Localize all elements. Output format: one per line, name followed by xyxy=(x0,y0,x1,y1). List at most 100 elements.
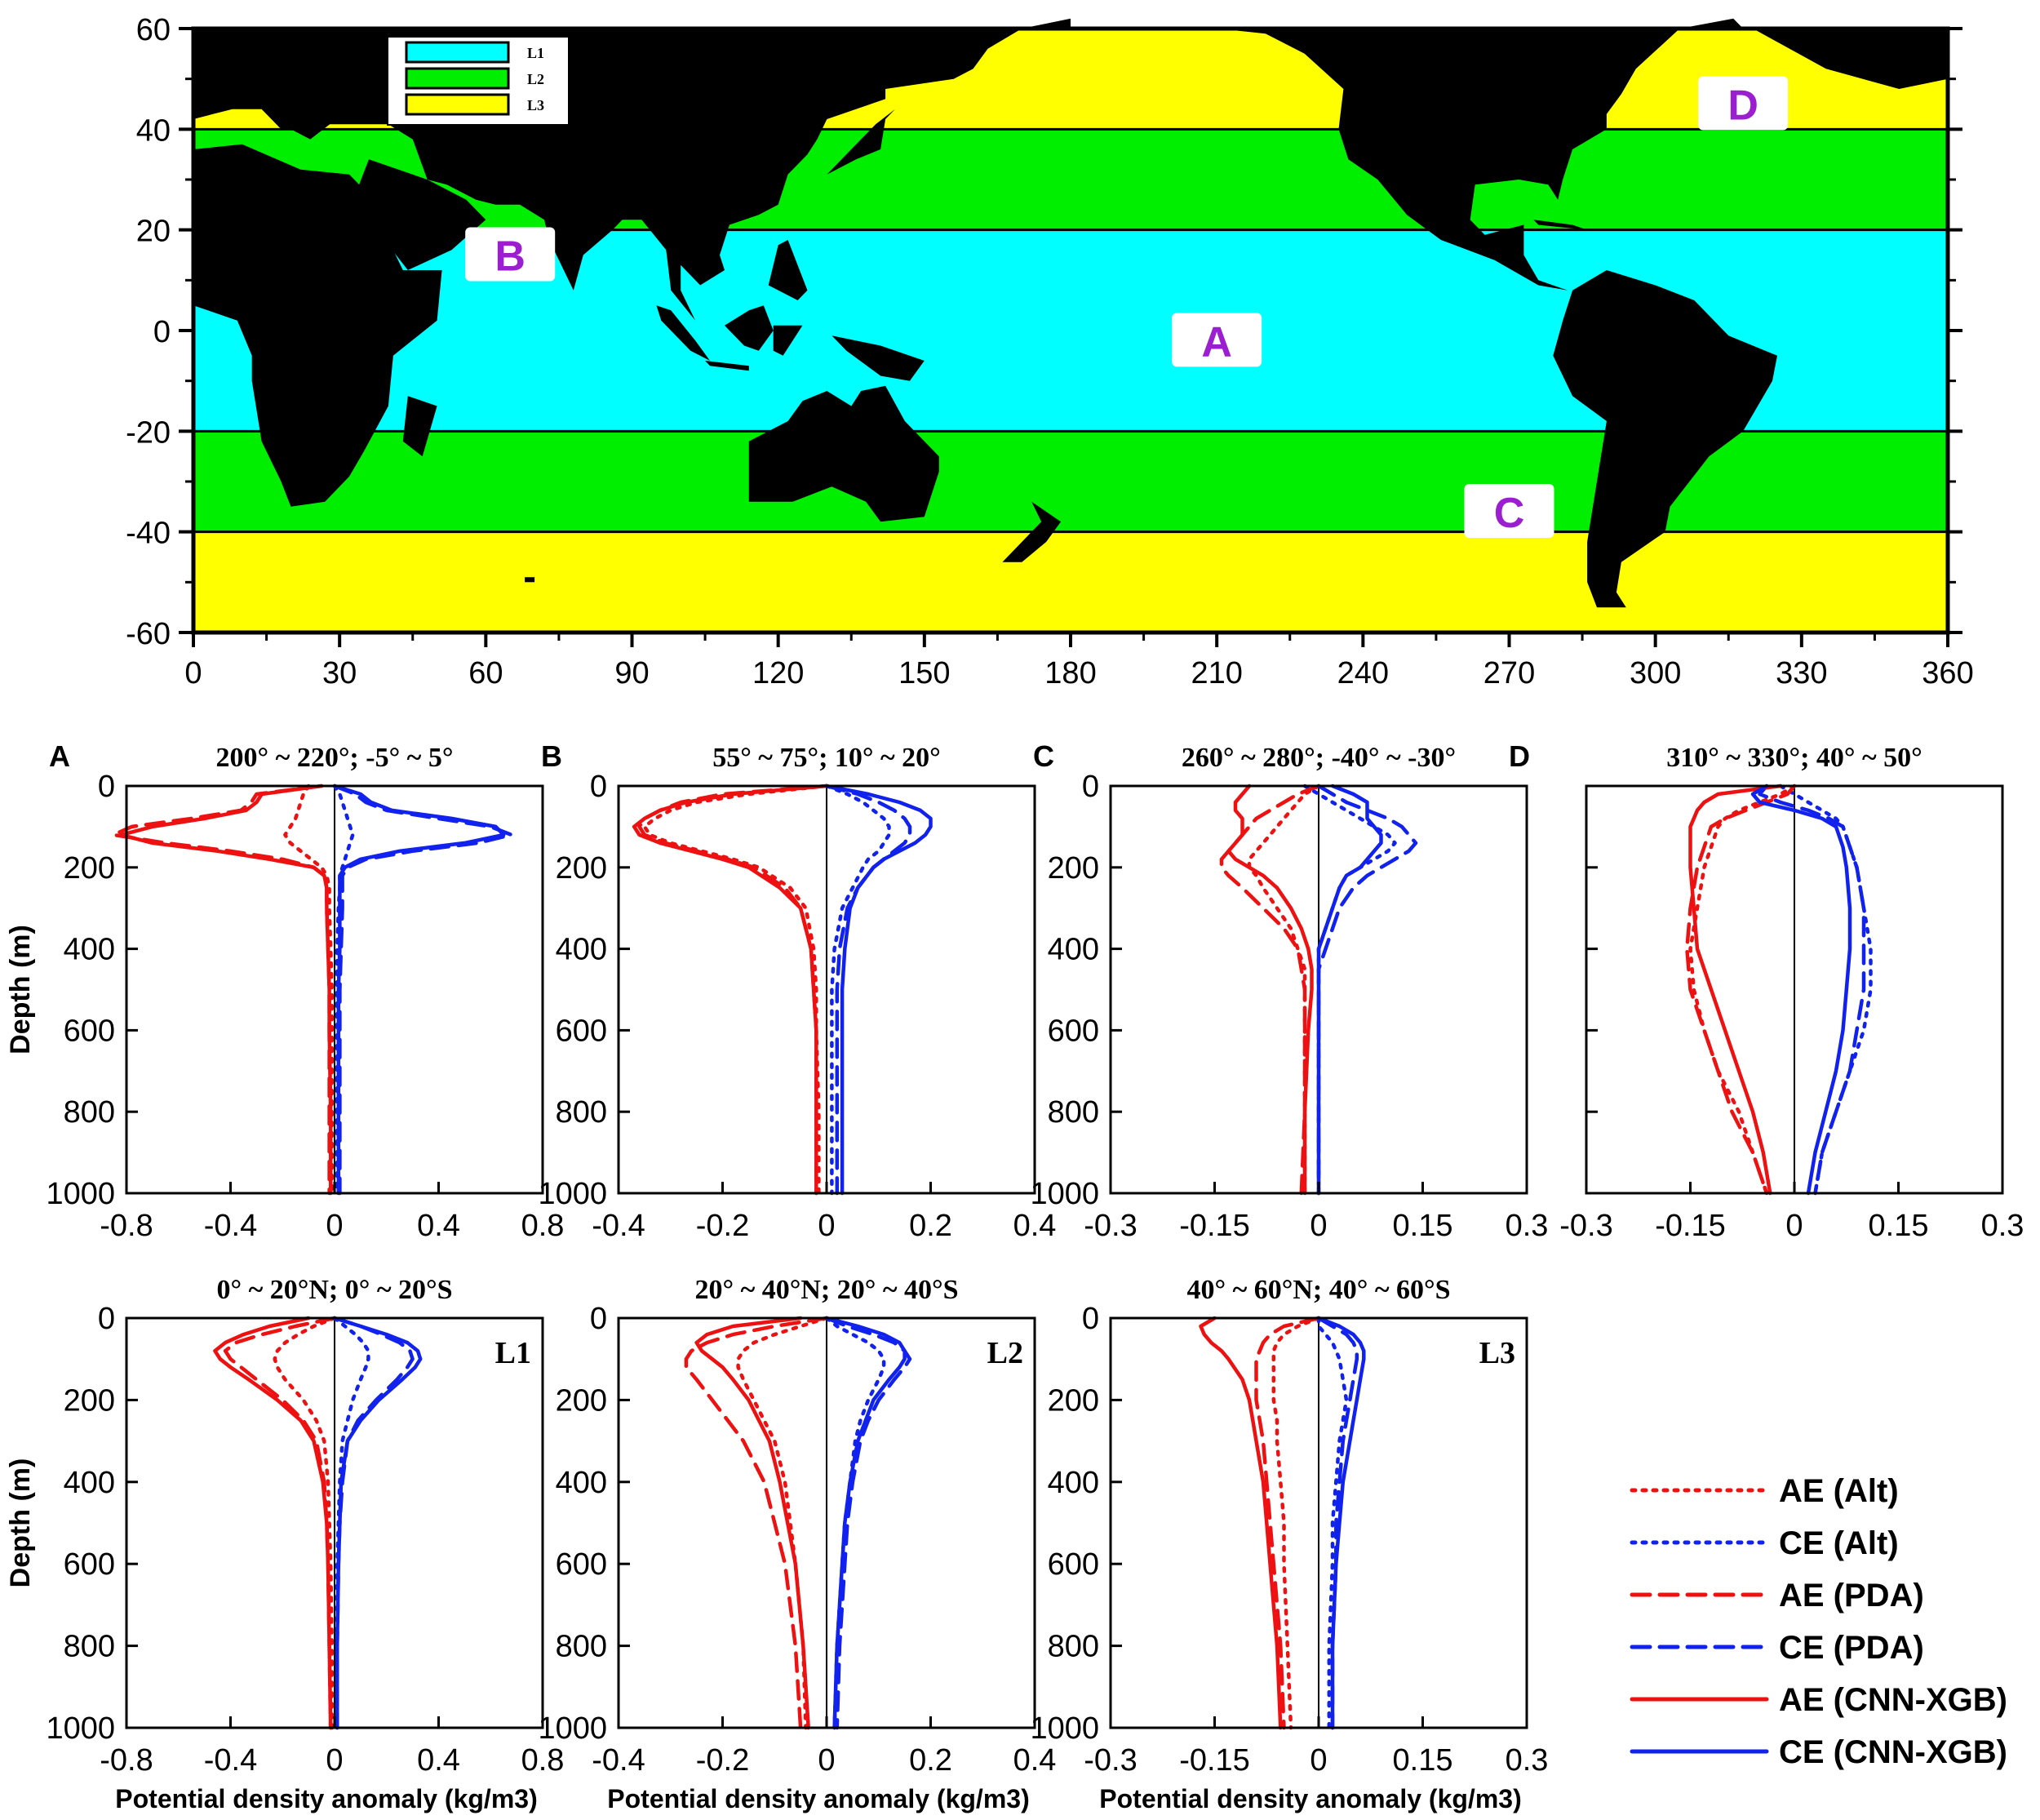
land-greenland xyxy=(1679,18,1744,29)
series-line-ae-alt xyxy=(736,1316,829,1730)
region-label-a: A xyxy=(1201,318,1232,366)
y-tick-label: 800 xyxy=(556,1630,607,1664)
y-tick-label: 600 xyxy=(64,1014,115,1048)
series-line-ce-cnn-xgb xyxy=(332,783,506,1196)
profile-panel-d: -0.3 -0.15 0 0.15 0.3 310° ~ 330°; 40° ~ 50° D xyxy=(1509,739,2024,1243)
region-label-d: D xyxy=(1727,82,1758,130)
region-box-c xyxy=(1464,484,1554,538)
series-line-ae-alt xyxy=(283,783,335,1196)
map-y-tick-label: 60 xyxy=(136,13,171,47)
profile-legend: AE (Alt) CE (Alt) AE (PDA) CE (PDA) AE (CNN-… xyxy=(1630,1473,2007,1770)
map-y-tick-label: -60 xyxy=(126,617,171,651)
x-tick-label: 0.3 xyxy=(1506,1743,1549,1778)
panel-title: 55° ~ 75°; 10° ~ 20° xyxy=(712,743,941,773)
map-x-tick-label: 210 xyxy=(1191,656,1242,690)
x-tick-label: 0.8 xyxy=(521,1743,565,1778)
y-tick-label: 600 xyxy=(1048,1547,1099,1582)
series-line-ce-alt xyxy=(1316,1316,1349,1730)
x-tick-label: -0.3 xyxy=(1084,1743,1137,1778)
map-y-tick-label: 20 xyxy=(136,215,171,249)
x-tick-label: 0.3 xyxy=(1981,1209,2024,1243)
map-x-tick-label: 330 xyxy=(1776,656,1827,690)
y-tick-label: 800 xyxy=(556,1095,607,1130)
map-x-tick-label: 180 xyxy=(1044,656,1096,690)
panel-title: 0° ~ 20°N; 0° ~ 20°S xyxy=(216,1275,452,1305)
map-x-tick-label: 90 xyxy=(614,656,649,690)
x-tick-label: -0.2 xyxy=(696,1209,749,1243)
y-tick-label: 0 xyxy=(590,770,607,804)
y-tick-label: 200 xyxy=(1048,1383,1099,1418)
x-tick-label: 0 xyxy=(326,1209,343,1243)
series-line-ce-pda xyxy=(824,783,912,1196)
x-tick-label: 0 xyxy=(1310,1743,1327,1778)
map-legend-swatch-l1 xyxy=(405,41,510,64)
x-tick-label: 0.2 xyxy=(909,1209,952,1243)
x-tick-label: -0.15 xyxy=(1179,1209,1250,1243)
region-label-c: C xyxy=(1494,490,1525,537)
map-x-tick-label: 60 xyxy=(468,656,503,690)
x-tick-label: 0 xyxy=(1785,1209,1803,1243)
y-axis-label: Depth (m) xyxy=(5,925,36,1054)
x-tick-label: 0.8 xyxy=(521,1209,565,1243)
series-line-ce-alt xyxy=(824,1316,886,1730)
region-label-b: B xyxy=(494,233,526,281)
panel-tag: L3 xyxy=(1479,1336,1515,1370)
map-x-tick-label: 240 xyxy=(1337,656,1389,690)
y-tick-label: 200 xyxy=(556,1383,607,1418)
legend-label: CE (PDA) xyxy=(1779,1630,1924,1666)
map-legend: L1 L2 L3 xyxy=(387,36,570,126)
map-legend-label-l3: L3 xyxy=(527,97,544,113)
panel-title: 200° ~ 220°; -5° ~ 5° xyxy=(216,743,454,773)
series-line-ae-alt xyxy=(1271,1316,1321,1730)
panel-letter: A xyxy=(49,739,70,773)
y-tick-label: 800 xyxy=(1048,1630,1099,1664)
legend-label: AE (Alt) xyxy=(1779,1473,1899,1509)
y-tick-label: 400 xyxy=(64,933,115,967)
land-java xyxy=(705,361,749,371)
y-axis-label: Depth (m) xyxy=(5,1458,36,1588)
x-tick-label: -0.15 xyxy=(1655,1209,1726,1243)
land-new-guinea xyxy=(832,335,925,381)
map-x-tick-label: 150 xyxy=(898,656,950,690)
legend-label: CE (Alt) xyxy=(1779,1525,1899,1561)
profile-panel-a: -0.8 -0.4 0 0.4 0.8 0 200 400 600 800 1000 200° ~ 2… xyxy=(5,739,564,1243)
map-legend-label-l2: L2 xyxy=(527,71,544,87)
series-line-ae-pda xyxy=(223,1316,337,1730)
x-tick-label: -0.2 xyxy=(696,1743,749,1778)
y-tick-label: 600 xyxy=(556,1014,607,1048)
band-l3-4 xyxy=(193,531,1948,633)
y-tick-label: 600 xyxy=(64,1547,115,1582)
map-x-tick-label: 120 xyxy=(752,656,804,690)
world-map: 0 30 60 90 120 150 180 210 240 270 300 330 360 60 40 20… xyxy=(126,13,1974,690)
panel-title: 40° ~ 60°N; 40° ~ 60°S xyxy=(1186,1275,1450,1305)
y-tick-label: 200 xyxy=(556,851,607,886)
x-tick-label: -0.4 xyxy=(592,1743,645,1778)
series-line-ae-cnn-xgb xyxy=(1199,1316,1283,1730)
y-tick-label: 1000 xyxy=(46,1711,115,1746)
panel-title: 310° ~ 330°; 40° ~ 50° xyxy=(1666,743,1922,773)
series-line-ce-cnn-xgb xyxy=(824,1316,907,1730)
legend-label: AE (CNN-XGB) xyxy=(1779,1682,2007,1718)
x-tick-label: 0 xyxy=(1310,1209,1327,1243)
series-line-ae-alt xyxy=(1247,783,1321,1196)
panel-letter: C xyxy=(1033,739,1054,773)
series-line-ae-cnn-xgb xyxy=(213,1316,333,1730)
land-australia xyxy=(748,385,939,522)
map-y-tick-label: 40 xyxy=(136,113,171,148)
x-tick-label: 0.4 xyxy=(417,1209,460,1243)
land-sulawesi xyxy=(773,325,803,356)
series-line-ce-cnn-xgb xyxy=(1316,783,1383,1196)
profile-panel-c: -0.3 -0.15 0 0.15 0.3 0 200 400 600 800 1000 260° ~… xyxy=(1030,739,1548,1243)
map-y-tick-label: -40 xyxy=(126,517,171,551)
x-axis-label: Potential density anomaly (kg/m3) xyxy=(1099,1784,1521,1813)
y-tick-label: 600 xyxy=(556,1547,607,1582)
land-cuba xyxy=(1533,220,1588,230)
map-x-tick-label: 30 xyxy=(322,656,357,690)
y-tick-label: 800 xyxy=(64,1095,115,1130)
y-tick-label: 400 xyxy=(64,1466,115,1500)
land-antarctic-islands xyxy=(525,577,535,583)
series-line-ce-pda xyxy=(1758,783,1866,1196)
y-tick-label: 800 xyxy=(64,1630,115,1664)
series-line-ae-cnn-xgb xyxy=(694,1316,810,1730)
